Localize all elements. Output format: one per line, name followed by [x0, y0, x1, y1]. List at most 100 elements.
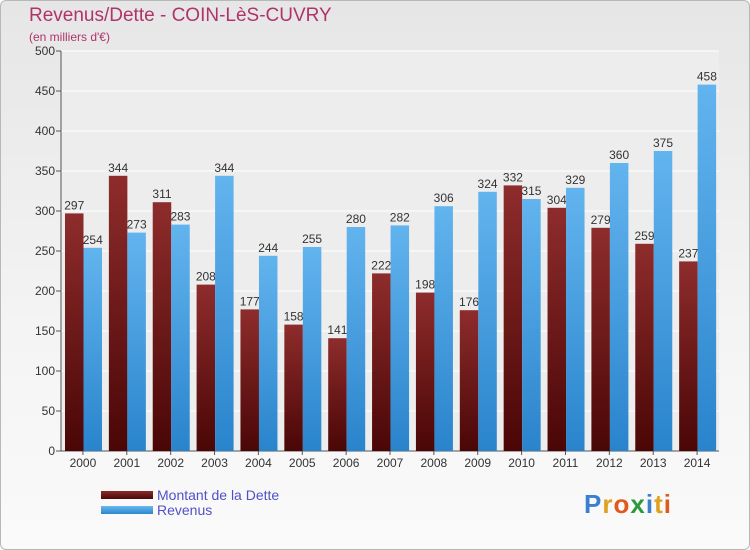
bar-dette [591, 227, 610, 451]
bar-revenus [697, 84, 717, 451]
data-label-dette: 297 [64, 198, 84, 212]
data-label-dette: 304 [547, 193, 567, 207]
bar-revenus [127, 232, 146, 451]
data-label-dette: 176 [459, 295, 479, 309]
data-label-dette: 222 [371, 258, 391, 272]
y-tick-label: 200 [35, 284, 55, 298]
x-tick-label: 2014 [684, 456, 711, 470]
bar-revenus [83, 247, 102, 451]
bar-revenus [258, 255, 278, 451]
data-label-revenus: 329 [565, 173, 585, 187]
y-tick-label: 100 [35, 364, 55, 378]
bar-dette [635, 243, 654, 451]
data-label-revenus: 254 [83, 233, 103, 247]
bar-revenus [390, 225, 410, 451]
bar-dette [679, 261, 698, 451]
data-label-revenus: 324 [478, 177, 498, 191]
bar-dette [284, 324, 303, 451]
logo-letter: i [663, 489, 672, 519]
data-label-dette: 259 [635, 229, 655, 243]
y-tick-label: 400 [35, 124, 55, 138]
legend-swatch-revenus [101, 505, 153, 514]
data-label-dette: 344 [108, 161, 128, 175]
legend-label-dette: Montant de la Dette [157, 486, 280, 503]
logo-letter: r [602, 489, 614, 519]
logo-letter: x [630, 489, 646, 519]
bar-revenus [215, 175, 234, 452]
bar-dette [65, 213, 84, 451]
data-label-revenus: 315 [521, 184, 541, 198]
bar-revenus [522, 199, 541, 451]
bar-revenus [609, 163, 629, 451]
data-label-revenus: 344 [214, 161, 234, 175]
logo-letter: i [645, 489, 655, 519]
data-label-revenus: 458 [697, 70, 717, 84]
y-tick-label: 500 [35, 44, 55, 58]
bar-dette [415, 292, 435, 451]
chart-subtitle: (en milliers d'€) [29, 30, 110, 44]
x-tick-label: 2011 [553, 456, 579, 470]
y-tick-label: 50 [42, 404, 56, 418]
data-label-revenus: 375 [653, 136, 673, 150]
x-tick-label: 2013 [640, 456, 667, 470]
x-tick-label: 2012 [596, 456, 623, 470]
bar-revenus [434, 206, 453, 451]
bar-dette [503, 185, 523, 451]
data-label-revenus: 244 [258, 241, 278, 255]
x-tick-label: 2008 [421, 456, 448, 470]
data-label-dette: 237 [678, 246, 698, 260]
logo-letter: P [584, 489, 603, 519]
bar-dette [547, 207, 567, 451]
y-tick-label: 0 [48, 444, 55, 458]
data-label-dette: 279 [591, 213, 611, 227]
data-label-revenus: 255 [302, 232, 322, 246]
bar-revenus [478, 191, 497, 452]
y-tick-label: 450 [35, 84, 55, 98]
y-tick-label: 300 [35, 204, 55, 218]
legend-item-dette: Montant de la Dette [101, 486, 280, 503]
data-label-dette: 208 [196, 270, 216, 284]
data-label-dette: 177 [240, 294, 260, 308]
data-label-dette: 158 [284, 310, 304, 324]
x-tick-label: 2002 [157, 456, 184, 470]
data-label-dette: 332 [503, 170, 523, 184]
legend-item-revenus: Revenus [101, 501, 279, 518]
x-tick-label: 2005 [289, 456, 316, 470]
bar-dette [328, 338, 347, 451]
x-tick-label: 2003 [201, 456, 228, 470]
legend-label-revenus: Revenus [157, 501, 213, 518]
logo-letter: o [613, 489, 631, 519]
x-tick-label: 2001 [113, 456, 140, 470]
data-label-revenus: 282 [390, 210, 410, 224]
logo-letter: t [654, 489, 664, 519]
x-tick-label: 2004 [245, 456, 272, 470]
bar-dette [459, 310, 479, 451]
data-label-dette: 198 [415, 278, 435, 292]
chart-title: Revenus/Dette - COIN-LèS-CUVRY [29, 5, 332, 26]
y-tick-label: 250 [35, 244, 55, 258]
y-tick-label: 350 [35, 164, 55, 178]
bar-revenus [302, 247, 322, 451]
bar-dette [372, 273, 391, 451]
data-label-dette: 311 [152, 187, 171, 201]
data-label-revenus: 280 [346, 212, 366, 226]
data-label-revenus: 306 [434, 191, 454, 205]
bar-revenus [171, 224, 190, 451]
data-label-revenus: 360 [609, 148, 629, 162]
x-tick-label: 2007 [377, 456, 404, 470]
legend-swatch-dette [101, 490, 153, 499]
bar-dette [196, 284, 216, 451]
data-label-dette: 141 [327, 323, 347, 337]
legend: Montant de la Dette Revenus [101, 486, 280, 518]
x-tick-label: 2000 [70, 456, 97, 470]
bar-revenus [653, 151, 673, 451]
bar-dette [240, 309, 259, 451]
x-tick-label: 2010 [508, 456, 535, 470]
data-label-revenus: 283 [170, 210, 190, 224]
x-tick-label: 2009 [464, 456, 491, 470]
data-label-revenus: 273 [127, 218, 147, 232]
bar-dette [108, 175, 128, 452]
y-tick-label: 150 [35, 324, 55, 338]
